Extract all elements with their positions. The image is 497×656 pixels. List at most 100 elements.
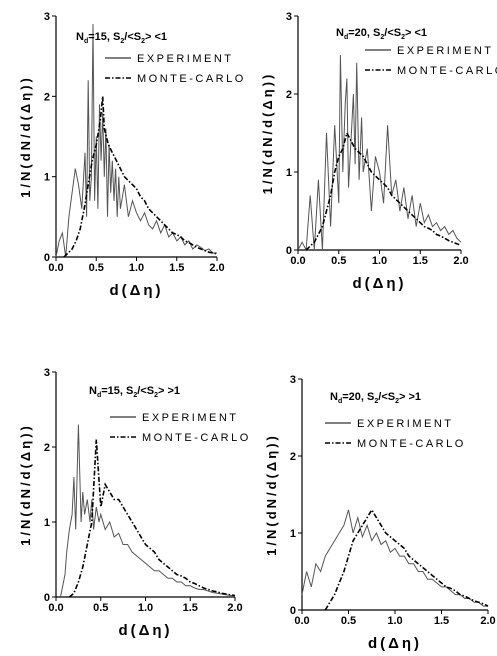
y-tick-label: 2	[44, 91, 50, 103]
x-axis-label: d(Δη)	[368, 635, 422, 652]
x-tick-label: 2.0	[480, 615, 495, 627]
panel-bottom-left: 0.0 0.5 1.0 1.5 2.0 0 1 2 3 d(Δη) 1/N(dN/d(Δη)) Nd=…	[18, 367, 251, 639]
series-monte-carlo	[63, 96, 218, 258]
x-tick-label: 0.5	[341, 615, 356, 627]
y-tick-label: 1	[44, 172, 50, 184]
y-tick-label: 1	[286, 167, 292, 179]
x-tick-label: 0.5	[93, 602, 108, 614]
x-tick-label: 1.0	[129, 262, 144, 274]
annotation-part: S	[126, 385, 133, 397]
y-axis-label: 1/N(dN/d(Δη))	[260, 72, 275, 195]
x-tick-label: 1.0	[138, 602, 153, 614]
x-axis-label: d(Δη)	[352, 275, 406, 292]
x-tick-label: 1.5	[183, 602, 198, 614]
annotation-part: =20,	[342, 391, 367, 403]
annotation-part: 2	[133, 392, 137, 399]
annotation-part: d	[97, 392, 101, 399]
annotation-part: 2	[120, 38, 124, 45]
annotation-part: /<S	[384, 27, 401, 39]
y-tick-label: 0	[44, 592, 50, 604]
legend-label: EXPERIMENT	[397, 45, 494, 57]
x-tick-label: 1.5	[169, 262, 184, 274]
x-tick-label: 0.5	[89, 262, 104, 274]
annotation-part: > <1	[145, 31, 167, 43]
series-experiment	[297, 54, 462, 252]
legend-label: MONTE-CARLO	[137, 73, 246, 85]
y-tick-label: 0	[286, 245, 292, 257]
panel-annotation: Nd=20, S2/<S2> >1	[330, 391, 421, 405]
x-tick-label: 2.0	[209, 262, 224, 274]
panel-bottom-right: 0.0 0.5 1.0 1.5 2.0 0 1 2 3 d(Δη) 1/N(dN/d(Δη)) Nd=…	[264, 374, 496, 652]
annotation-part: d	[344, 34, 348, 41]
legend-label: EXPERIMENT	[142, 412, 239, 424]
annotation-part: S	[373, 27, 380, 39]
x-axis-label: d(Δη)	[118, 622, 172, 639]
x-tick-label: 0.0	[290, 255, 305, 267]
series-experiment	[301, 509, 488, 607]
annotation-part: N	[330, 391, 338, 403]
annotation-part: > >1	[399, 391, 421, 403]
panel-annotation: Nd=20, S2/<S2> <1	[336, 27, 427, 41]
series-monte-carlo	[68, 439, 236, 598]
x-tick-label: 2.0	[227, 602, 242, 614]
y-tick-label: 0	[44, 252, 50, 264]
panel-top-right: 0.0 0.5 1.0 1.5 2.0 0 1 2 3 d(Δη) 1/N(dN/d(Δη)) Nd=…	[260, 11, 497, 292]
panel-top-left: 0.0 0.5 1.0 1.5 2.0 0 1 2 3 d(Δη) 1/N(dN/d(Δη)) Nd=…	[18, 11, 246, 299]
legend-label: MONTE-CARLO	[357, 438, 466, 450]
annotation-part: 2	[374, 398, 378, 405]
legend-label: EXPERIMENT	[137, 53, 234, 65]
legend-label: EXPERIMENT	[357, 418, 454, 430]
series-experiment	[60, 424, 235, 598]
y-tick-label: 0	[290, 605, 296, 617]
panel-annotation: Nd=15, S2/<S2> >1	[89, 385, 180, 399]
x-tick-label: 1.0	[387, 615, 402, 627]
annotation-part: S	[113, 31, 120, 43]
annotation-part: S	[367, 391, 374, 403]
annotation-part: 2	[141, 38, 145, 45]
y-tick-label: 2	[290, 451, 296, 463]
annotation-part: d	[338, 398, 342, 405]
annotation-part: 2	[154, 392, 158, 399]
y-tick-label: 3	[44, 367, 50, 379]
x-tick-label: 0.0	[48, 602, 63, 614]
annotation-part: d	[84, 38, 88, 45]
y-tick-label: 2	[44, 442, 50, 454]
panel-annotation: Nd=15, S2/<S2> <1	[76, 31, 167, 45]
annotation-part: > <1	[405, 27, 427, 39]
series-experiment	[55, 23, 217, 258]
annotation-part: 2	[380, 34, 384, 41]
annotation-part: /<S	[378, 391, 395, 403]
annotation-part: 2	[395, 398, 399, 405]
y-tick-label: 1	[290, 528, 296, 540]
annotation-part: 2	[401, 34, 405, 41]
y-tick-label: 1	[44, 517, 50, 529]
y-tick-label: 3	[44, 11, 50, 23]
x-tick-label: 0.5	[331, 255, 346, 267]
x-axis-label: d(Δη)	[109, 282, 163, 299]
x-tick-label: 1.5	[413, 255, 428, 267]
x-tick-label: 0.0	[48, 262, 63, 274]
annotation-part: N	[89, 385, 97, 397]
y-tick-label: 2	[286, 89, 292, 101]
x-tick-label: 1.0	[372, 255, 387, 267]
annotation-part: > >1	[158, 385, 180, 397]
annotation-part: N	[336, 27, 344, 39]
annotation-part: =15,	[88, 31, 113, 43]
series-monte-carlo	[305, 130, 462, 251]
y-tick-label: 3	[286, 11, 292, 23]
annotation-part: N	[76, 31, 84, 43]
annotation-part: /<S	[124, 31, 141, 43]
annotation-part: /<S	[137, 385, 154, 397]
y-axis-label: 1/N(dN/d(Δη))	[264, 433, 279, 556]
y-tick-label: 3	[290, 374, 296, 386]
legend-label: MONTE-CARLO	[142, 432, 251, 444]
x-tick-label: 2.0	[453, 255, 468, 267]
annotation-part: =20,	[348, 27, 373, 39]
x-tick-label: 0.0	[294, 615, 309, 627]
annotation-part: =15,	[101, 385, 126, 397]
x-tick-label: 1.5	[434, 615, 449, 627]
y-axis-label: 1/N(dN/d(Δη))	[18, 75, 33, 198]
y-axis-label: 1/N(dN/d(Δη))	[18, 423, 33, 546]
legend-label: MONTE-CARLO	[397, 65, 497, 77]
